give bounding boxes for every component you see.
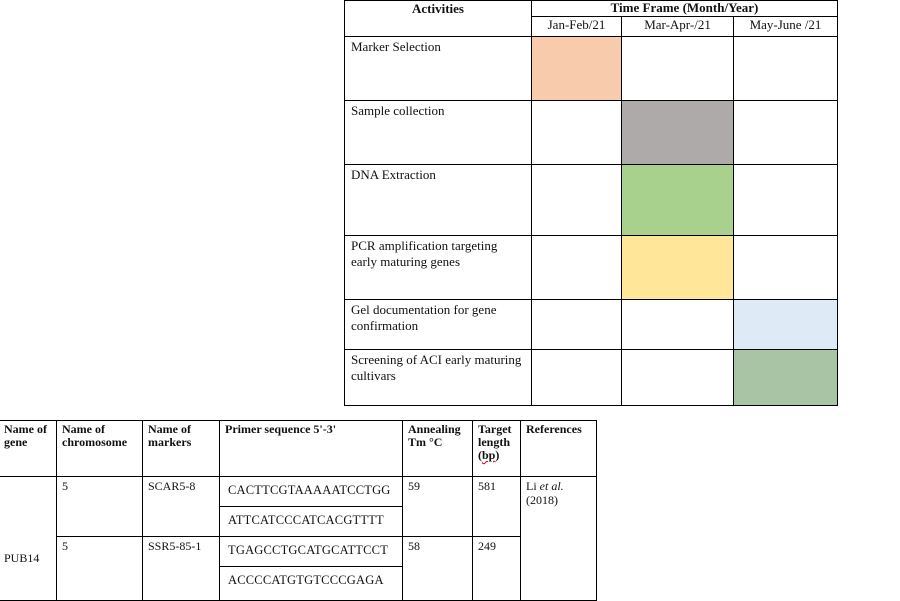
chromosome-header: Name of chromosome xyxy=(56,420,143,477)
month-header-2: Mar-Apr-/21 xyxy=(621,16,734,37)
timeline-cell xyxy=(531,100,622,165)
forward-primer-cell: CACTTCGTAAAAATCCTGG xyxy=(219,476,403,507)
marker-cell: SCAR5-8 xyxy=(142,476,220,537)
timeline-cell xyxy=(531,36,622,101)
activity-label: Marker Selection xyxy=(344,36,532,101)
table-row: ACCCCATGTGTCCCGAGA xyxy=(0,566,597,601)
timeline-cell xyxy=(621,299,734,350)
marker-cell: SSR5-85-1 xyxy=(142,536,220,601)
timeline-cell xyxy=(531,235,622,300)
annealing-cell: 58 xyxy=(402,536,473,601)
chromosome-cell: 5 xyxy=(56,476,143,537)
activity-label: Sample collection xyxy=(344,100,532,165)
timeline-row: PCR amplification targeting early maturi… xyxy=(344,235,838,300)
activity-label: PCR amplification targeting early maturi… xyxy=(344,235,532,300)
timeframe-header: Time Frame (Month/Year) xyxy=(531,0,838,17)
target-length-prefix: Target length ( xyxy=(478,422,512,462)
reverse-primer-cell: ACCCCATGTGTCCCGAGA xyxy=(219,566,403,601)
reference-year: (2018) xyxy=(526,493,558,507)
forward-primer-cell: TGAGCCTGCATGCATTCCT xyxy=(219,536,403,567)
timeline-cell xyxy=(733,299,838,350)
primer-header-row: Name of gene Name of chromosome Name of … xyxy=(0,420,597,477)
timeline-row: Gel documentation for gene confirmation xyxy=(344,299,838,350)
gene-header: Name of gene xyxy=(0,420,57,477)
annealing-cell: 59 xyxy=(402,476,473,537)
target-length-cell: 581 xyxy=(472,476,521,537)
activity-label: Gel documentation for gene confirmation xyxy=(344,299,532,350)
activity-label: Screening of ACI early maturing cultivar… xyxy=(344,349,532,406)
timeline-cell xyxy=(621,36,734,101)
target-length-unit: bp xyxy=(482,448,496,462)
timeline-cell xyxy=(733,235,838,300)
target-length-header: Target length (bp) xyxy=(472,420,521,477)
chromosome-cell: 5 xyxy=(56,536,143,601)
primer-table: Name of gene Name of chromosome Name of … xyxy=(0,420,597,601)
target-length-cell: 249 xyxy=(472,536,521,601)
reference-etal: et al. xyxy=(536,479,564,493)
timeline-cell xyxy=(621,164,734,236)
timeline-cell xyxy=(621,100,734,165)
timeline-cell xyxy=(733,36,838,101)
timeline-row: Screening of ACI early maturing cultivar… xyxy=(344,349,838,406)
references-header: References xyxy=(520,420,597,477)
sequence-header: Primer sequence 5'-3' xyxy=(219,420,403,477)
timeline-row: DNA Extraction xyxy=(344,164,838,236)
timeline-cell xyxy=(531,299,622,350)
markers-header: Name of markers xyxy=(142,420,220,477)
reference-cell: Li et al. (2018) xyxy=(520,476,597,601)
reverse-primer-cell: ATTCATCCCATCACGTTTT xyxy=(219,506,403,537)
activity-label: DNA Extraction xyxy=(344,164,532,236)
timeline-row: Marker Selection xyxy=(344,36,838,101)
timeline-cell xyxy=(531,164,622,236)
table-row: PUB14 5 SCAR5-8 CACTTCGTAAAAATCCTGG 59 5… xyxy=(0,476,597,601)
timeline-cell xyxy=(733,349,838,406)
activity-timeline-table: Activities Time Frame (Month/Year) Jan-F… xyxy=(344,0,838,406)
timeline-row: Sample collection xyxy=(344,100,838,165)
reference-author: Li xyxy=(526,479,537,493)
timeline-cell xyxy=(733,164,838,236)
activities-header: Activities xyxy=(344,0,532,37)
month-header-1: Jan-Feb/21 xyxy=(531,16,622,37)
target-length-suffix: ) xyxy=(495,448,500,462)
annealing-header: Annealing Tm °C xyxy=(402,420,473,477)
table-row: 5 SSR5-85-1 TGAGCCTGCATGCATTCCT 58 249 xyxy=(0,536,597,601)
timeline-cell xyxy=(531,349,622,406)
timeline-cell xyxy=(733,100,838,165)
timeline-cell xyxy=(621,349,734,406)
gene-name-cell: PUB14 xyxy=(0,476,57,601)
timeline-cell xyxy=(621,235,734,300)
month-header-3: May-June /21 xyxy=(733,16,838,37)
